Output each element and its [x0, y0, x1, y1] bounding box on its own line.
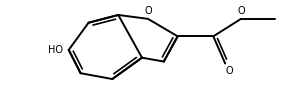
Text: HO: HO — [48, 45, 63, 55]
Text: O: O — [225, 66, 233, 76]
Text: O: O — [144, 6, 152, 16]
Text: O: O — [237, 6, 245, 16]
